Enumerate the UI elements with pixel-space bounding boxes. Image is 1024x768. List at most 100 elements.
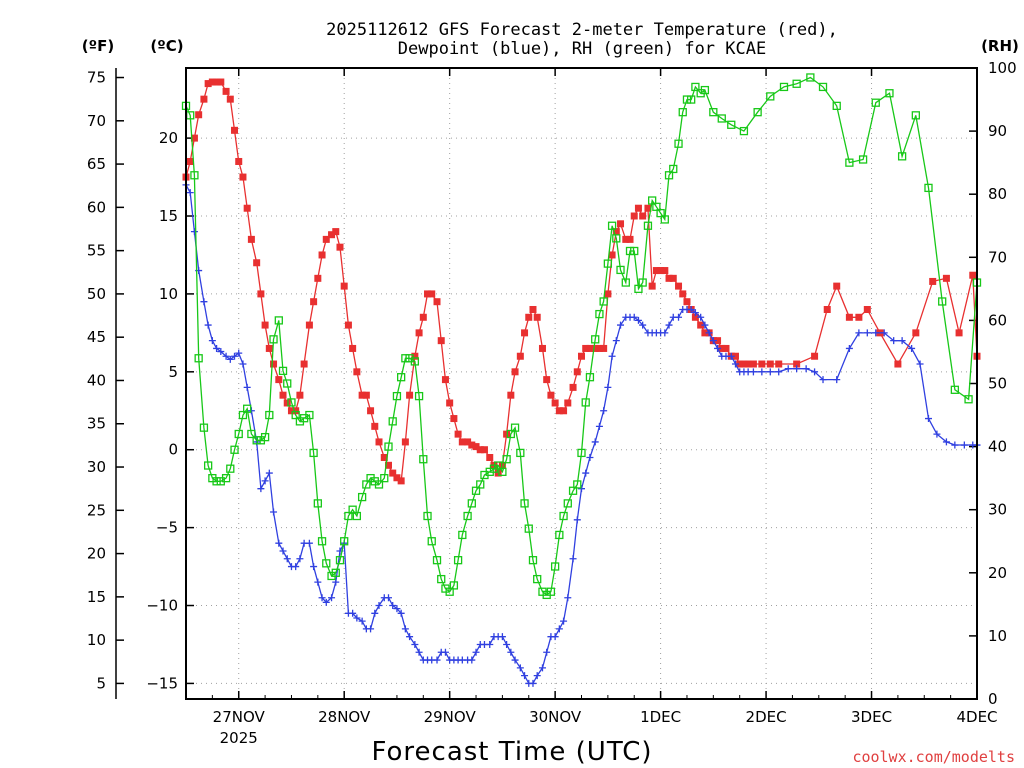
temperature-point: [406, 391, 414, 399]
temperature-point: [547, 391, 555, 399]
dewpoint-point: [709, 337, 717, 345]
x-axis-title: Forecast Time (UTC): [371, 737, 652, 767]
fahrenheit-tick-label: 45: [87, 328, 106, 346]
temperature-point: [314, 274, 322, 282]
dewpoint-point: [433, 656, 441, 664]
dewpoint-point: [353, 614, 361, 622]
dewpoint-point: [960, 441, 968, 449]
rh-point: [283, 379, 292, 388]
dewpoint-point: [270, 508, 278, 516]
rh-point: [634, 284, 643, 294]
dewpoint-point: [665, 321, 673, 329]
rh-tick-label: 100: [988, 59, 1017, 77]
temperature-point: [401, 438, 409, 446]
temperature-point: [503, 430, 511, 438]
rh-point: [230, 445, 239, 454]
rh-point: [498, 467, 507, 476]
rh-point: [194, 354, 203, 363]
rh-point: [727, 120, 736, 129]
rh-point: [510, 423, 520, 432]
temperature-point: [507, 391, 515, 399]
temperature-point: [287, 407, 295, 415]
rh-point: [335, 556, 345, 565]
temperature-point: [226, 95, 234, 103]
temperature-point: [243, 204, 251, 212]
temperature-point: [296, 391, 304, 399]
rh-point: [278, 366, 288, 376]
rh-point: [568, 486, 578, 495]
rh-point: [265, 410, 274, 420]
rh-point: [374, 480, 384, 489]
rh-point: [533, 574, 542, 584]
celsius-tick-label: 10: [159, 285, 178, 303]
temperature-point: [300, 360, 308, 368]
dewpoint-point: [687, 305, 695, 313]
rh-point: [458, 530, 467, 540]
temperature-point: [573, 368, 581, 376]
temperature-point: [955, 329, 963, 337]
temperature-point: [622, 235, 630, 243]
temperature-point: [538, 344, 546, 352]
temperature-point: [691, 313, 699, 321]
dewpoint-point: [328, 594, 336, 602]
rh-tick-label: 90: [988, 122, 1007, 140]
rh-point: [238, 410, 248, 420]
temperature-point: [929, 277, 937, 285]
rh-point: [660, 215, 669, 224]
temperature-point: [833, 282, 841, 290]
temperature-point: [845, 313, 853, 321]
fahrenheit-axis-unit: (ºF): [82, 37, 114, 55]
dewpoint-point: [314, 578, 322, 586]
dewpoint-point: [845, 344, 853, 352]
rh-point: [340, 537, 349, 546]
dewpoint-point: [375, 602, 383, 610]
rh-point: [687, 95, 696, 104]
dewpoint-point: [217, 348, 225, 356]
dewpoint-point: [661, 329, 669, 337]
temperature-point: [648, 282, 656, 290]
rh-line: [185, 76, 978, 596]
rh-point: [625, 246, 635, 256]
dewpoint-point: [498, 633, 506, 641]
temperature-point: [380, 454, 388, 462]
rh-point: [964, 395, 973, 404]
rh-point: [607, 221, 617, 230]
dewpoint-point: [560, 617, 568, 625]
dewpoint-point: [555, 625, 563, 633]
dewpoint-point: [705, 329, 713, 337]
dewpoint-point: [310, 563, 318, 571]
dewpoint-point: [898, 337, 906, 345]
temperature-point: [722, 344, 730, 352]
temperature-point: [740, 360, 748, 368]
dewpoint-point: [247, 407, 255, 415]
rh-point: [309, 448, 318, 458]
temperature-point: [446, 399, 454, 407]
dewpoint-point: [833, 376, 841, 384]
rh-point: [463, 511, 472, 521]
rh-point: [190, 171, 199, 180]
rh-point: [577, 448, 586, 458]
rh-point: [643, 221, 653, 230]
rh-point: [546, 587, 556, 596]
dewpoint-point: [630, 313, 638, 321]
temperature-point: [823, 305, 831, 313]
rh-axis-unit: (RH): [981, 37, 1019, 55]
temperature-point: [328, 231, 336, 239]
temperature-point: [560, 407, 568, 415]
fahrenheit-tick-label: 70: [87, 112, 106, 130]
source-credit: coolwx.com/modelts: [852, 748, 1015, 766]
dewpoint-point: [411, 640, 419, 648]
fahrenheit-tick-label: 50: [87, 285, 106, 303]
rh-tick-label: 60: [988, 311, 1007, 329]
fahrenheit-tick-label: 5: [96, 674, 106, 692]
rh-point: [384, 442, 393, 451]
temperature-point: [863, 305, 871, 313]
rh-point: [445, 587, 454, 596]
temperature-point: [332, 228, 340, 236]
dewpoint-point: [675, 313, 683, 321]
dewpoint-point: [697, 313, 705, 321]
dewpoint-point: [521, 672, 529, 680]
fahrenheit-tick-label: 30: [87, 458, 106, 476]
rh-point: [700, 85, 710, 95]
